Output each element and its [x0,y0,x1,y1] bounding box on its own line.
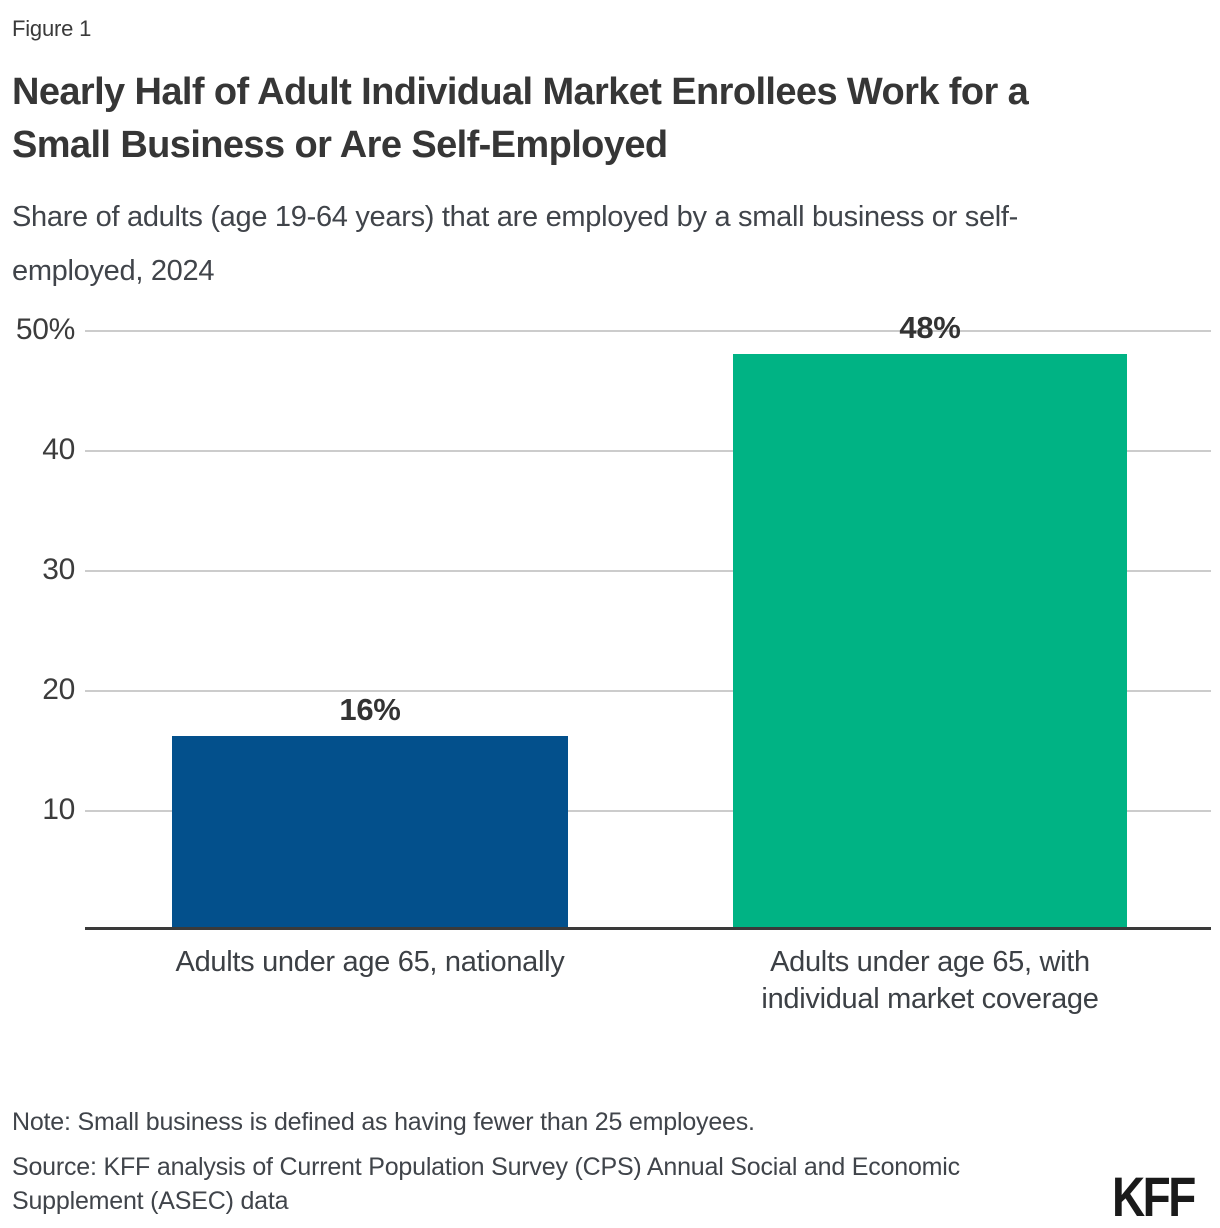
bar-column-adults-national: 16% [172,330,568,927]
x-axis: Adults under age 65, nationally Adults u… [85,944,1211,1034]
x-label-individual-market-line-2: individual market coverage [761,983,1099,1015]
gridline-40 [85,450,1211,452]
bar-individual-market [733,353,1127,927]
chart-subtitle-line-2: employed, 2024 [12,255,215,287]
plot-area: 16% 48% [85,310,1211,930]
figure-label: Figure 1 [12,16,92,41]
y-tick-20: 20 [42,673,75,706]
gridline-10 [85,810,1211,812]
source-text-line-2: Supplement (ASEC) data [12,1187,289,1215]
source-text-line-1: Source: KFF analysis of Current Populati… [12,1153,960,1181]
y-tick-50: 50% [15,313,75,346]
chart-subtitle-line-1: Share of adults (age 19-64 years) that a… [12,201,1019,233]
value-label-individual-market: 48% [899,309,961,345]
y-tick-40: 40 [42,433,75,466]
chart-title-line-2: Small Business or Are Self-Employed [12,124,668,166]
gridline-50 [85,330,1211,332]
note-text: Note: Small business is defined as havin… [12,1108,755,1136]
gridline-20 [85,690,1211,692]
y-axis: 50% 40 30 20 10 [0,315,75,930]
chart-subtitle: Share of adults (age 19-64 years) that a… [12,190,1018,298]
gridline-30 [85,570,1211,572]
x-label-individual-market-line-1: Adults under age 65, with [770,946,1090,978]
source-text: Source: KFF analysis of Current Populati… [12,1150,960,1218]
x-label-individual-market: Adults under age 65, with individual mar… [630,944,1220,1018]
y-tick-30: 30 [42,553,75,586]
chart-title-line-1: Nearly Half of Adult Individual Market E… [12,71,1029,113]
y-tick-10: 10 [42,793,75,826]
bar-adults-national [172,735,568,927]
bar-column-individual-market: 48% [733,310,1127,927]
x-label-adults-national: Adults under age 65, nationally [122,944,618,981]
x-label-adults-national-line-1: Adults under age 65, nationally [175,946,565,978]
chart-title: Nearly Half of Adult Individual Market E… [12,66,1029,172]
value-label-adults-national: 16% [339,691,401,727]
kff-logo: KFF [1112,1165,1196,1228]
